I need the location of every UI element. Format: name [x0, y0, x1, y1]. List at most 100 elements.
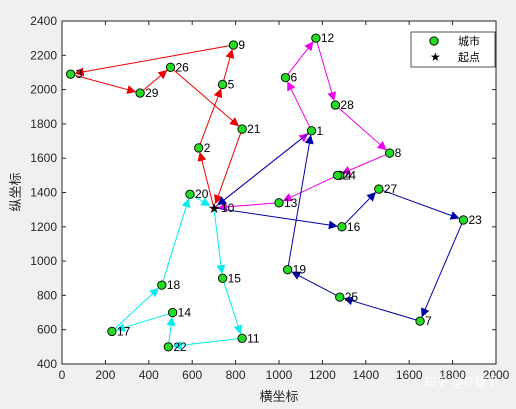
- legend-city-marker: [429, 36, 439, 46]
- route-segment: [291, 271, 340, 298]
- route-segment: [198, 88, 223, 149]
- city-point: [237, 124, 247, 134]
- city-label: 22: [173, 340, 187, 354]
- city-label: 5: [228, 77, 235, 91]
- y-tick-label: 2400: [30, 14, 57, 28]
- city-label: 25: [345, 290, 359, 304]
- city-label: 21: [247, 122, 261, 136]
- x-tick-label: 1800: [439, 368, 466, 382]
- city-label: 17: [117, 324, 131, 338]
- x-tick-label: 400: [139, 368, 159, 382]
- city-label: 24: [343, 168, 357, 182]
- city-label: 18: [167, 278, 181, 292]
- legend-start-label: 起点: [458, 51, 480, 64]
- city-point: [168, 307, 178, 318]
- city-label: 4: [345, 168, 352, 182]
- route-4: [111, 193, 243, 350]
- city-point: [107, 326, 117, 337]
- city-label: 3: [76, 67, 83, 81]
- city-label: 29: [145, 86, 159, 100]
- route-segment: [115, 312, 173, 332]
- y-tick-label: 1800: [30, 117, 57, 131]
- route-segment: [70, 73, 137, 94]
- city-label: 12: [321, 31, 335, 45]
- city-point: [458, 215, 469, 225]
- x-axis-title: 横坐标: [259, 390, 298, 405]
- route-segment: [139, 69, 168, 94]
- route-segment: [213, 207, 338, 230]
- city-point: [385, 148, 395, 158]
- city-label: 8: [395, 146, 402, 160]
- route-segment: [74, 44, 234, 77]
- legend: 城市 ★ 起点: [410, 31, 496, 68]
- route-3: [213, 130, 464, 322]
- city-point: [311, 33, 321, 43]
- city-point: [335, 292, 345, 302]
- city-point: [337, 222, 347, 232]
- city-point: [306, 126, 317, 136]
- city-point: [217, 79, 228, 90]
- y-tick-label: 2200: [30, 48, 57, 62]
- route-segment: [285, 41, 314, 78]
- city-label: 20: [195, 187, 209, 201]
- city-point: [330, 100, 341, 110]
- city-label: 7: [425, 314, 432, 328]
- route-segment: [217, 130, 312, 206]
- city-point: [185, 189, 195, 199]
- y-tick-label: 2000: [30, 83, 57, 97]
- city-label: 14: [178, 306, 192, 320]
- city-point: [165, 62, 176, 72]
- city-label: 19: [293, 263, 307, 277]
- city-point: [374, 184, 384, 194]
- depot-label: 10: [221, 201, 235, 215]
- x-tick-label: 200: [95, 368, 115, 382]
- route-segment: [343, 296, 421, 322]
- city-point: [274, 198, 284, 208]
- x-tick-label: 0: [59, 368, 66, 382]
- route-segment: [172, 337, 243, 350]
- route-segment: [170, 66, 240, 127]
- city-point: [135, 88, 145, 98]
- y-tick-label: 800: [37, 288, 57, 302]
- route-segment: [282, 174, 338, 202]
- city-point: [228, 40, 239, 50]
- route-segment: [161, 198, 191, 286]
- city-point: [66, 69, 76, 79]
- legend-box: [410, 31, 496, 68]
- city-label: 13: [284, 196, 298, 210]
- city-label: 1: [317, 124, 324, 138]
- city-label: 2: [204, 141, 211, 155]
- routes-layer: [70, 38, 464, 350]
- route-segment: [222, 278, 243, 335]
- city-label: 11: [247, 331, 260, 345]
- y-tick-label: 1400: [30, 186, 57, 200]
- route-segment: [378, 188, 460, 220]
- city-label: 16: [347, 220, 361, 234]
- city-point: [415, 316, 425, 326]
- watermark: 知乎 @IT猿手: [424, 374, 499, 389]
- city-point: [163, 342, 173, 352]
- y-tick-label: 1000: [30, 254, 57, 268]
- city-point: [280, 72, 291, 83]
- ticks-layer: 0 200 400 600 800 1000 1200 1400 1600 1800 2000400…: [30, 14, 509, 382]
- city-label: 27: [384, 182, 398, 196]
- depot-star: ★: [208, 200, 221, 216]
- route-segment: [341, 192, 376, 228]
- legend-city-label: 城市: [458, 34, 480, 48]
- x-tick-label: 1600: [396, 368, 423, 382]
- legend-start-marker: ★: [430, 50, 441, 64]
- city-point: [237, 333, 247, 343]
- x-tick-label: 2000: [483, 368, 510, 382]
- x-tick-label: 1200: [309, 368, 336, 382]
- city-point: [332, 170, 343, 181]
- x-tick-label: 1000: [266, 368, 293, 382]
- route-segment: [111, 287, 159, 332]
- route-segment: [217, 202, 280, 212]
- city-label: 26: [176, 60, 190, 74]
- route-1: [70, 44, 243, 209]
- route-segment: [214, 128, 243, 205]
- plot-area: [61, 20, 497, 365]
- route-segment: [335, 104, 387, 151]
- route-segment: [213, 207, 226, 275]
